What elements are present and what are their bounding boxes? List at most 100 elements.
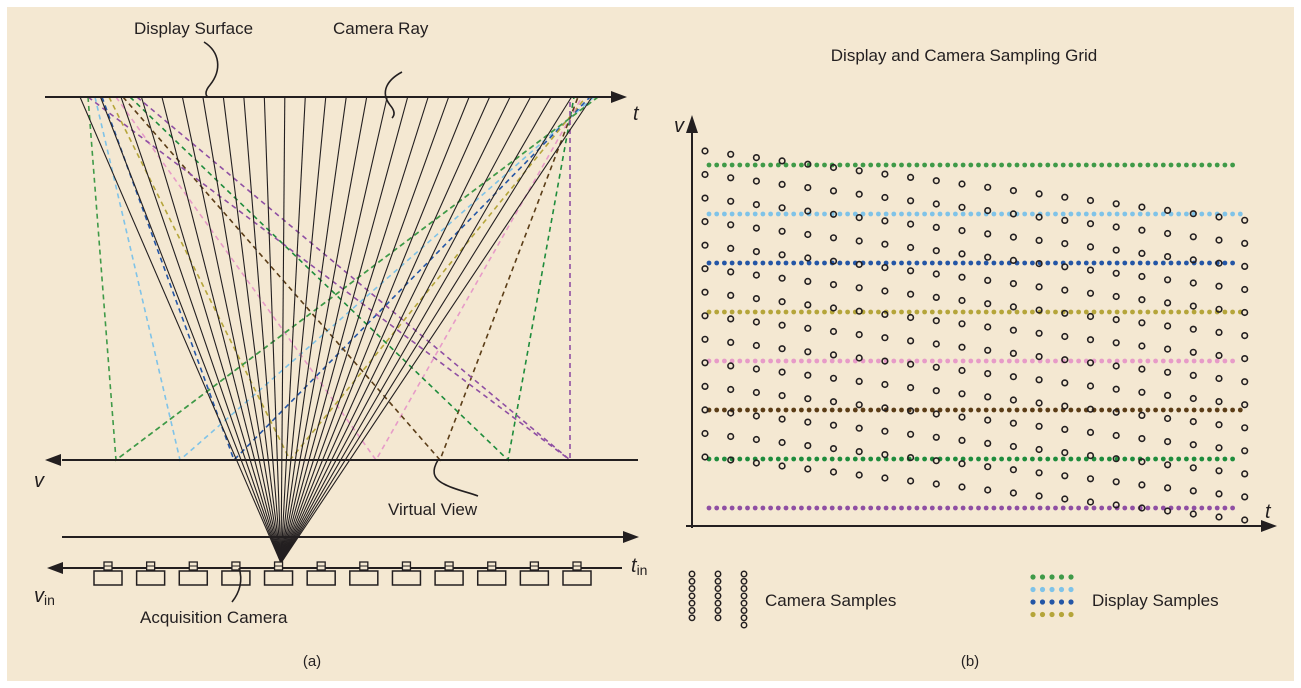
display-sample [1222,309,1228,315]
display-sample [1222,407,1228,413]
legend-camera-sample [714,570,722,578]
legend-camera-sample [688,570,696,578]
display-sample [891,260,897,266]
camera-sample [1035,190,1043,198]
camera-ray [280,96,450,564]
legend-camera-sample [688,607,696,614]
display-sample [1045,456,1051,462]
camera-sample [1035,399,1043,407]
camera-sample [881,193,889,202]
display-sample [1191,505,1197,511]
display-sample [968,309,974,315]
display-sample [775,456,781,462]
display-sample [1137,260,1143,266]
camera-sample [1061,263,1069,271]
legend-display-sample [1039,586,1046,593]
display-sample [829,505,835,511]
camera-ray [222,96,282,564]
camera-sample [1009,326,1018,334]
camera-sample [1009,187,1018,195]
camera-sample [727,291,735,300]
camera-sample [727,432,735,441]
display-sample [914,162,920,168]
display-sample [1137,358,1143,364]
display-sample [1168,456,1174,462]
display-sample [1114,358,1120,364]
display-sample [791,456,797,462]
camera-sample [932,387,940,395]
acquisition-camera-leader [231,567,242,603]
t-in-axis-label: tin [631,555,647,578]
camera-sample [1138,249,1146,257]
display-sample [868,505,874,511]
display-sample [976,456,981,462]
display-sample [1014,162,1020,168]
display-sample [906,162,912,168]
camera-ray [79,96,282,564]
camera-sample [881,287,889,295]
camera-sample [727,150,735,158]
display-sample [783,456,789,462]
display-sample [1230,162,1235,168]
display-sample [1006,407,1012,413]
display-sample [783,358,789,364]
display-sample [737,505,743,511]
display-sample [814,162,820,168]
display-sample [768,407,773,413]
display-sample [799,456,804,462]
display-sample [714,456,720,462]
display-sample-rows [706,162,1243,511]
display-sample [1122,407,1128,413]
display-sample [1076,162,1081,168]
display-sample [891,358,897,364]
display-sample [922,407,927,413]
display-sample [814,407,820,413]
display-sample [1053,309,1058,315]
display-sample [1222,505,1228,511]
display-sample [991,456,997,462]
display-sample [1199,260,1205,266]
display-sample [1160,456,1166,462]
camera-sample [1215,328,1223,337]
display-sample [1184,505,1189,511]
display-sample [845,309,850,315]
display-sample [814,505,820,511]
display-sample [1030,358,1035,364]
camera-sample [778,321,786,329]
camera-sample [1086,498,1095,506]
camera-sample [778,438,786,447]
camera-sample [1112,223,1120,231]
display-sample [1230,358,1235,364]
display-sample [760,358,766,364]
camera-sample [958,227,966,235]
camera-sample [1138,388,1146,396]
display-sample [1168,260,1174,266]
camera-sample [1138,481,1146,489]
camera-sample [1163,414,1172,423]
display-sample [1214,407,1220,413]
camera-sample [1138,435,1146,443]
camera-sample [855,190,863,198]
legend-display-sample [1058,611,1065,618]
display-sample [1053,260,1058,266]
display-sample [1214,456,1220,462]
camera-sample [701,382,709,391]
camera-sample [1163,299,1172,307]
display-sample [1014,309,1020,315]
camera-sample [906,243,915,252]
display-sample [1076,211,1081,217]
legend-camera-sample [688,614,696,622]
camera-sample [1009,303,1018,311]
camera-sample [855,471,863,479]
display-sample [991,211,997,217]
camera-sample [829,398,838,406]
camera-sample [984,486,992,494]
acquisition-camera-label: Acquisition Camera [140,608,288,627]
display-sample [1014,456,1020,462]
camera-ray [280,96,532,564]
camera-sample [1086,289,1095,297]
display-sample [922,505,927,511]
display-sample [929,407,935,413]
camera-sample [1163,322,1172,330]
camera-sample [1035,329,1043,337]
